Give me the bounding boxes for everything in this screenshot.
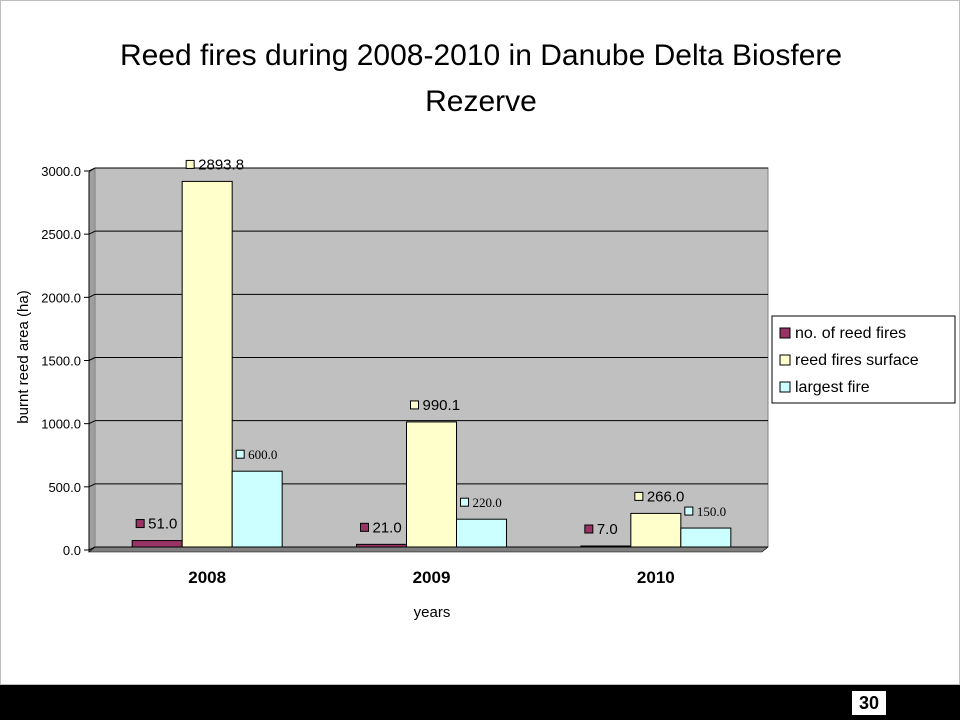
x-axis-label: years (414, 604, 451, 621)
bar (456, 518, 507, 548)
bar-chart: 0.0 500.0 1000.0 1500.0 2000.0 2500.0 3000.0 51… (15, 156, 956, 621)
data-label: 990.1 (423, 397, 461, 414)
legend-swatch (779, 354, 791, 366)
slide: Reed fires during 2008-2010 in Danube De… (0, 0, 960, 685)
data-label-key (185, 159, 195, 169)
y-tick-label: 500.0 (48, 480, 81, 495)
y-axis-label: burnt reed area (ha) (15, 290, 32, 423)
data-label: 51.0 (148, 516, 177, 533)
data-label-key (410, 400, 419, 410)
x-tick-label: 2010 (637, 568, 675, 587)
gridline-side (88, 483, 96, 488)
gridline-side (88, 420, 96, 425)
chart-title-line-2: Rezerve (425, 85, 537, 118)
bar (680, 527, 732, 548)
y-tick-label: 1500.0 (41, 354, 81, 369)
y-tick-label: 2000.0 (41, 290, 81, 305)
x-tick-label: 2009 (413, 568, 451, 587)
bar (181, 180, 233, 548)
data-label-key (235, 449, 245, 459)
gridline-side (88, 546, 96, 551)
data-label-key (135, 519, 145, 529)
data-label: 7.0 (597, 521, 618, 538)
bar (630, 512, 682, 548)
gridline-side (88, 167, 96, 172)
plot-floor (88, 546, 769, 553)
data-label: 220.0 (473, 495, 502, 510)
footer-bar: 30 (0, 685, 960, 720)
legend-label: reed fires surface (795, 352, 919, 369)
data-label: 266.0 (647, 488, 685, 505)
data-label: 2893.8 (198, 156, 244, 173)
bar (231, 470, 283, 548)
gridline-side (88, 293, 96, 298)
data-label: 600.0 (248, 447, 277, 462)
legend-label: no. of reed fires (795, 325, 906, 342)
data-label-key (684, 506, 694, 516)
y-tick-label: 3000.0 (41, 164, 81, 179)
bar (406, 421, 457, 548)
bar (131, 540, 183, 548)
bar (356, 543, 407, 548)
data-label-key (360, 522, 369, 532)
x-tick-label: 2008 (188, 568, 226, 587)
y-tick-label: 2500.0 (41, 227, 81, 242)
data-label: 21.0 (373, 519, 402, 536)
gridline-side (88, 230, 96, 235)
gridline-side (88, 357, 96, 361)
data-label-key (584, 524, 594, 534)
data-label-key (460, 497, 469, 507)
chart-title: Reed fires during 2008-2010 in Danube De… (61, 33, 901, 125)
y-tick-label: 0.0 (63, 543, 81, 558)
data-label: 150.0 (697, 504, 726, 519)
chart-title-line-1: Reed fires during 2008-2010 in Danube De… (119, 39, 843, 72)
legend-swatch (779, 327, 791, 339)
legend-swatch (779, 381, 791, 393)
legend-label: largest fire (795, 379, 870, 396)
data-label-key (634, 491, 644, 501)
legend-box (771, 315, 956, 404)
page-number: 30 (852, 691, 886, 715)
bar (580, 545, 632, 548)
y-tick-label: 1000.0 (41, 417, 81, 432)
